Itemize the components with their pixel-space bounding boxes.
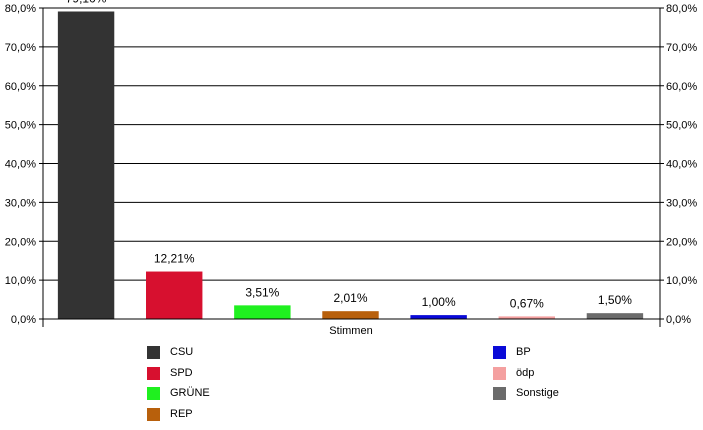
legend-item: Sonstige xyxy=(492,385,559,401)
y-tick-label-right: 0,0% xyxy=(666,314,691,326)
y-tick-label-right: 10,0% xyxy=(666,275,697,287)
y-tick-label-right: 60,0% xyxy=(666,81,697,93)
y-tick-label-left: 50,0% xyxy=(5,120,36,132)
legend-swatch xyxy=(492,365,507,381)
bar-sonstige xyxy=(586,313,644,319)
y-tick-label-right: 80,0% xyxy=(666,3,697,15)
y-tick-label-left: 40,0% xyxy=(5,159,36,171)
y-tick-label-left: 20,0% xyxy=(5,236,36,248)
bar-ödp xyxy=(498,316,555,319)
legend-swatch xyxy=(492,385,507,401)
y-tick-label-right: 50,0% xyxy=(666,120,697,132)
y-tick-label-left: 0,0% xyxy=(11,314,36,326)
gridlines xyxy=(43,7,660,281)
legend-swatch xyxy=(146,406,161,422)
bar-grüne xyxy=(234,305,291,319)
legend-label: REP xyxy=(170,408,193,420)
legend-swatch xyxy=(146,365,161,381)
y-tick-label-left: 70,0% xyxy=(5,42,36,54)
bar-csu xyxy=(57,11,115,320)
right-y-axis: 0,0% 10,0% 20,0% 30,0% 40,0% 50,0% 60,0% 70,0% 8… xyxy=(660,3,697,326)
data-label: 1,50% xyxy=(598,293,632,307)
legend-item: REP xyxy=(146,406,193,422)
data-label: 2,01% xyxy=(333,291,367,305)
legend-item: ödp xyxy=(492,365,535,381)
y-tick-label-left: 10,0% xyxy=(5,275,36,287)
legend-item: SPD xyxy=(146,365,193,381)
bar-rep xyxy=(322,311,379,319)
x-axis-label: Stimmen xyxy=(329,325,372,337)
legend-item: CSU xyxy=(146,344,194,360)
data-label: 12,21% xyxy=(154,252,195,266)
data-label: 1,00% xyxy=(422,295,456,309)
legend-swatch xyxy=(146,385,161,401)
y-tick-label-left: 80,0% xyxy=(5,3,36,15)
left-y-axis: 0,0% 10,0% 20,0% 30,0% 40,0% 50,0% 60,0% 70,0% 8… xyxy=(5,3,43,326)
legend-label: Sonstige xyxy=(516,387,559,399)
bars xyxy=(57,11,644,320)
bar-spd xyxy=(146,271,203,319)
legend-label: GRÜNE xyxy=(170,387,210,399)
legend-label: ödp xyxy=(516,367,535,379)
data-label: 79,10% xyxy=(66,0,107,5)
legend-label: BP xyxy=(516,346,531,358)
y-tick-label-right: 70,0% xyxy=(666,42,697,54)
legend-swatch xyxy=(492,344,507,360)
y-tick-label-right: 20,0% xyxy=(666,236,697,248)
data-label: 3,51% xyxy=(245,285,279,299)
y-tick-label-left: 60,0% xyxy=(5,81,36,93)
bar-bp xyxy=(410,315,467,319)
legend-label: CSU xyxy=(170,346,194,358)
y-tick-label-left: 30,0% xyxy=(5,197,36,209)
data-labels: 79,10% 12,21% 3,51% 2,01% 1,00% 0,67% 1,50% xyxy=(66,0,633,310)
legend-swatch xyxy=(146,344,161,360)
data-label: 0,67% xyxy=(510,296,544,310)
y-tick-label-right: 40,0% xyxy=(666,159,697,171)
legend-item: BP xyxy=(492,344,531,360)
y-tick-label-right: 30,0% xyxy=(666,197,697,209)
legend-item: GRÜNE xyxy=(146,385,210,401)
legend-label: SPD xyxy=(170,367,193,379)
